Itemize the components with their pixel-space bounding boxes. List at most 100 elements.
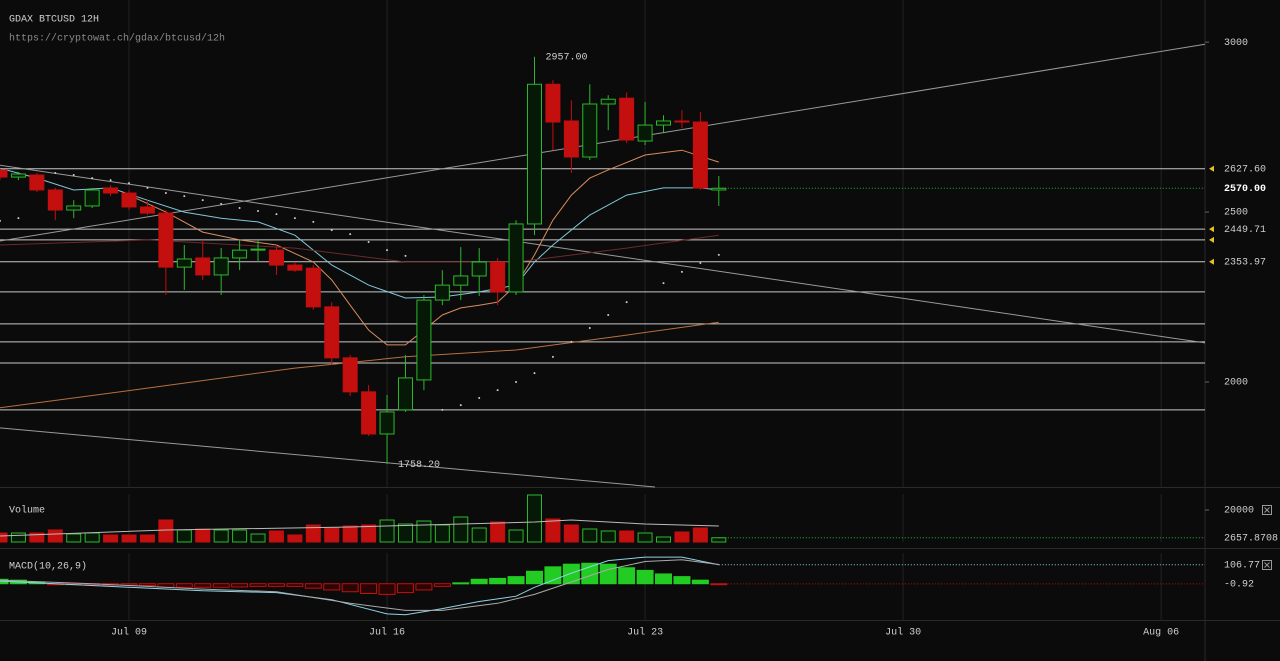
candle-body: [342, 357, 358, 393]
histogram-bar: [489, 577, 507, 585]
volume-bar: [361, 524, 377, 543]
last-volume-label: 2657.8708: [1224, 533, 1278, 544]
sar-dot: [109, 179, 112, 182]
x-tick-label: Jul 09: [111, 627, 147, 639]
trend-line: [0, 427, 656, 488]
x-tick-label: Jul 23: [627, 627, 663, 639]
sar-dot: [0, 219, 1, 222]
candle-body: [545, 83, 561, 123]
candle-body: [379, 411, 395, 435]
sar-dot: [128, 182, 131, 185]
close-icon-glyph: [1264, 507, 1270, 513]
indicator-line: [0, 234, 719, 263]
volume-bar: [10, 532, 26, 543]
volume-bar: [379, 519, 395, 543]
sar-dot: [551, 355, 554, 358]
level-label: 2627.60: [1224, 164, 1266, 175]
level-label: 2353.97: [1224, 257, 1266, 268]
volume-bar: [66, 533, 82, 543]
grid-layer: [128, 0, 1162, 621]
trend-line: [0, 43, 1206, 242]
indicator-line: [128, 149, 719, 346]
histogram-bar: [673, 576, 691, 585]
candle-body: [195, 257, 211, 276]
histogram-bar: [138, 583, 156, 587]
candle-body: [305, 267, 321, 308]
histogram-bar: [507, 576, 525, 585]
histogram-bar: [378, 583, 396, 595]
sar-dot: [607, 314, 610, 317]
sar-dot: [367, 240, 370, 243]
volume-bar: [397, 523, 413, 543]
histogram-bar: [415, 583, 433, 591]
candle-body: [656, 120, 672, 126]
candle-body: [29, 174, 45, 191]
histogram-bar: [599, 563, 617, 585]
histogram-bar: [655, 573, 673, 585]
volume-bar: [545, 518, 561, 543]
volume-bar: [674, 531, 690, 543]
volume-bar: [490, 521, 506, 543]
volume-bar: [416, 520, 432, 543]
sar-dot: [478, 396, 481, 399]
sar-dot: [662, 282, 665, 285]
y-tick-label: 20000: [1224, 506, 1254, 517]
candle-body: [619, 97, 635, 141]
trend-line: [0, 164, 1206, 344]
panel-icons: [1262, 505, 1272, 570]
volume-bar: [692, 527, 708, 543]
sar-dot: [312, 220, 315, 223]
candle-body: [66, 205, 82, 211]
histogram-bar: [636, 569, 654, 585]
close-icon-glyph: [1264, 562, 1270, 568]
sar-dot: [54, 171, 57, 174]
histogram-bar: [470, 578, 488, 585]
volume-bar: [250, 533, 266, 543]
volume-bar: [526, 494, 542, 543]
volume-bar: [563, 524, 579, 543]
candle-body: [453, 275, 469, 286]
candle-body: [176, 258, 192, 268]
sar-dot: [588, 326, 591, 329]
panel-title: MACD(10,26,9): [9, 561, 87, 573]
candle-body: [84, 189, 100, 207]
sar-dot: [441, 408, 444, 411]
volume-bar: [637, 532, 653, 543]
volume-bar: [213, 529, 229, 543]
indicator-line: [0, 559, 719, 611]
indicator-line: [0, 519, 719, 537]
volume-bar: [471, 527, 487, 543]
histogram-bar: [396, 583, 414, 594]
candle-body: [637, 124, 653, 142]
candle-body: [324, 306, 340, 359]
x-tick-label: Aug 06: [1143, 628, 1179, 639]
histogram-bar: [433, 583, 451, 587]
candle-body: [158, 212, 174, 268]
candle-body: [139, 206, 155, 214]
volume-bar: [619, 530, 635, 543]
candle-body: [674, 120, 690, 123]
histogram-bar: [562, 563, 580, 585]
sar-dot: [404, 254, 407, 257]
y-tick-label: 2500: [1224, 208, 1248, 219]
histogram-bar: [286, 583, 304, 587]
sar-dot: [717, 253, 720, 256]
level-arrow: [1209, 226, 1214, 233]
close-icon[interactable]: [1262, 505, 1272, 515]
candle-body: [0, 169, 8, 178]
sar-dot: [349, 233, 352, 236]
last-histogram-label: -0.92: [1224, 580, 1254, 591]
candle-body: [434, 284, 450, 301]
histogram-bar: [618, 567, 636, 585]
sar-dot: [72, 174, 75, 177]
y-tick-label: 2000: [1224, 378, 1248, 389]
sar-dot: [330, 229, 333, 232]
last-macd-label: 106.77: [1224, 560, 1260, 571]
close-icon[interactable]: [1262, 560, 1272, 570]
volume-bar: [342, 525, 358, 543]
chart-subtitle: https://cryptowat.ch/gdax/btcusd/12h: [9, 33, 225, 45]
candle-body: [250, 248, 266, 251]
x-tick-label: Jul 30: [885, 627, 921, 639]
